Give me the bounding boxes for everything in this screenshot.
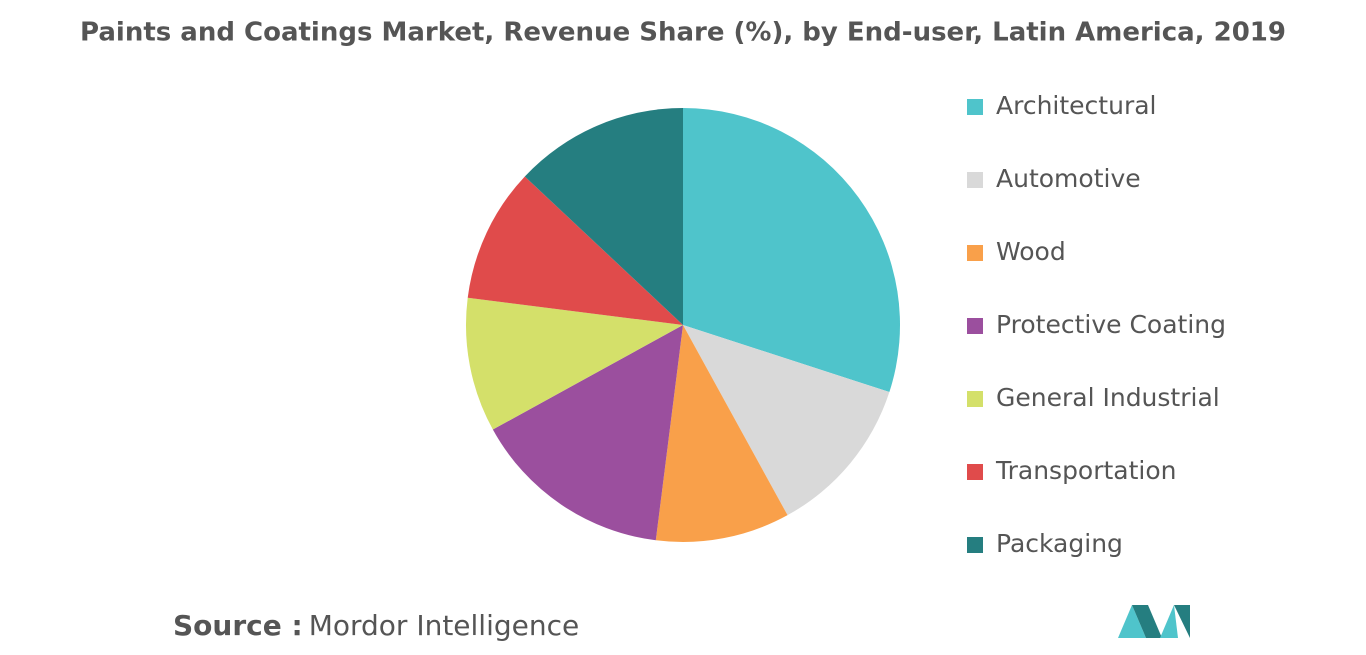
legend-label: Protective Coating xyxy=(996,310,1226,339)
pie-slice xyxy=(467,176,683,325)
legend-swatch xyxy=(967,99,983,115)
pie-slice xyxy=(524,108,683,325)
legend-swatch xyxy=(967,245,983,261)
legend-swatch xyxy=(967,172,983,188)
pie-slice xyxy=(683,325,890,516)
source-name: Mordor Intelligence xyxy=(309,609,580,642)
source: Source : Mordor Intelligence xyxy=(173,609,579,642)
legend-swatch xyxy=(967,318,983,334)
legend-label: Architectural xyxy=(996,91,1157,120)
legend-label: Automotive xyxy=(996,164,1141,193)
legend-swatch xyxy=(967,391,983,407)
source-label: Source : xyxy=(173,609,303,642)
legend-label: Packaging xyxy=(996,529,1123,558)
legend-swatch xyxy=(967,537,983,553)
pie-slice xyxy=(655,325,788,542)
pie-slice xyxy=(683,108,900,393)
legend-label: Transportation xyxy=(995,456,1177,485)
legend-swatch xyxy=(967,464,983,480)
logo xyxy=(1118,605,1190,638)
legend-label: General Industrial xyxy=(996,383,1220,412)
legend-label: Wood xyxy=(996,237,1066,266)
chart-title: Paints and Coatings Market, Revenue Shar… xyxy=(80,18,1286,48)
pie-slice xyxy=(492,325,683,541)
pie-slice xyxy=(465,297,683,430)
